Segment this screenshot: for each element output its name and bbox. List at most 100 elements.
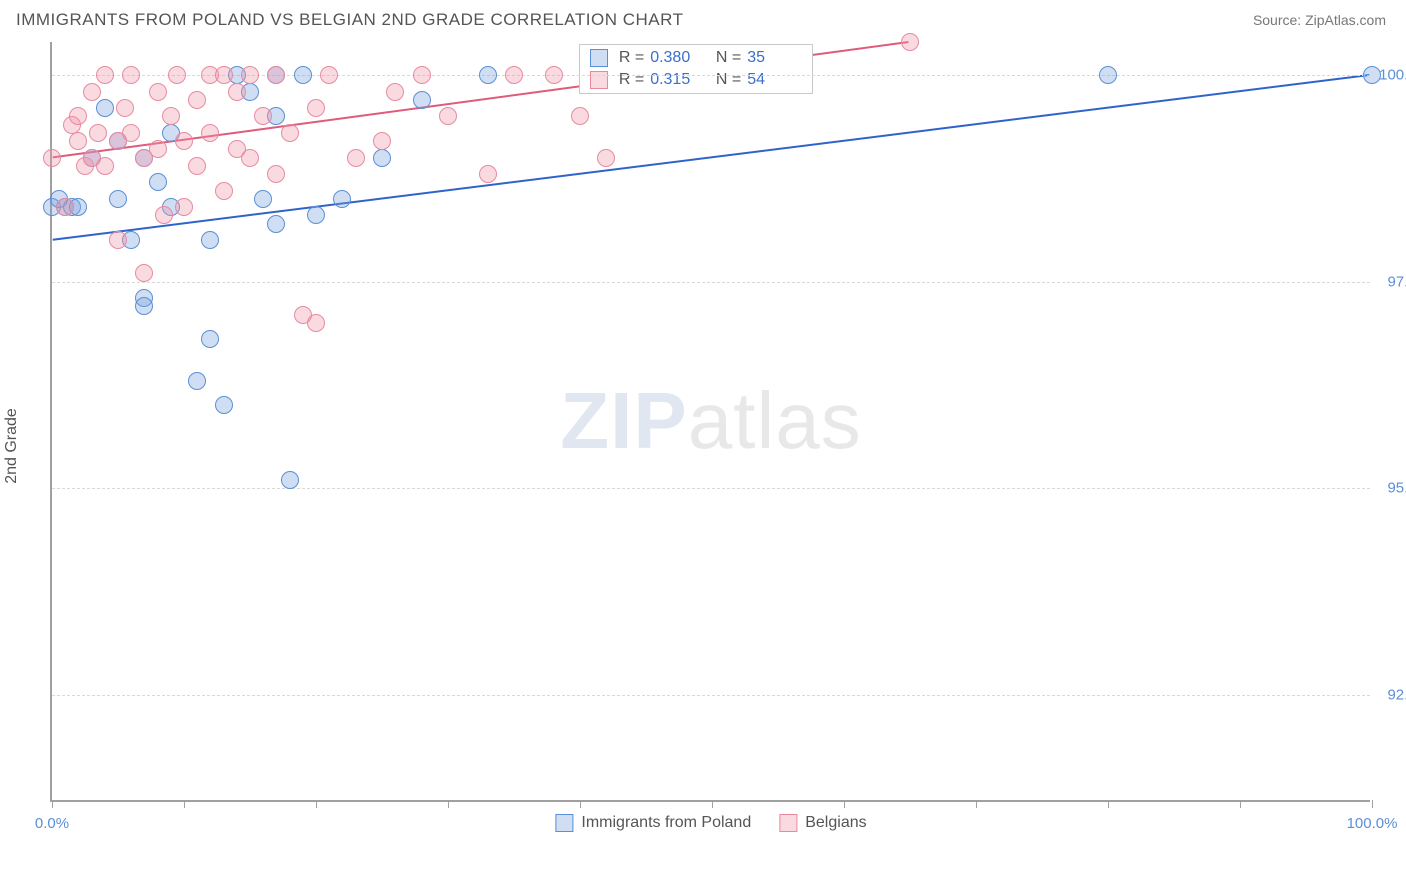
stat-n-value: 54 xyxy=(747,71,802,89)
data-point xyxy=(135,297,153,315)
stat-r-value: 0.315 xyxy=(650,71,705,89)
series-legend: Immigrants from Poland Belgians xyxy=(555,814,866,832)
xtick-label: 100.0% xyxy=(1347,815,1398,832)
xtick xyxy=(52,800,53,808)
stats-legend-row: R = 0.315 N = 54 xyxy=(580,69,812,91)
data-point xyxy=(241,66,259,84)
data-point xyxy=(215,66,233,84)
data-point xyxy=(188,157,206,175)
data-point xyxy=(56,198,74,216)
xtick xyxy=(1372,800,1373,808)
stats-legend: R =0.380N =35R =0.315N =54 xyxy=(579,44,813,94)
data-point xyxy=(307,99,325,117)
data-point xyxy=(333,190,351,208)
ytick-label: 97.5% xyxy=(1375,273,1406,290)
legend-label: Immigrants from Poland xyxy=(581,814,751,832)
data-point xyxy=(228,83,246,101)
data-point xyxy=(135,264,153,282)
data-point xyxy=(597,149,615,167)
legend-item: Immigrants from Poland xyxy=(555,814,751,832)
stat-n-label: N = xyxy=(711,71,741,89)
data-point xyxy=(149,83,167,101)
data-point xyxy=(96,99,114,117)
data-point xyxy=(188,372,206,390)
data-point xyxy=(254,190,272,208)
data-point xyxy=(122,124,140,142)
data-point xyxy=(215,182,233,200)
data-point xyxy=(96,157,114,175)
legend-item: Belgians xyxy=(779,814,866,832)
legend-swatch xyxy=(590,49,608,67)
gridline xyxy=(52,695,1370,696)
data-point xyxy=(89,124,107,142)
data-point xyxy=(175,198,193,216)
data-point xyxy=(281,124,299,142)
data-point xyxy=(162,107,180,125)
data-point xyxy=(215,396,233,414)
legend-swatch xyxy=(779,814,797,832)
ytick-label: 92.5% xyxy=(1375,686,1406,703)
data-point xyxy=(901,33,919,51)
gridline xyxy=(52,488,1370,489)
gridline xyxy=(52,282,1370,283)
stat-r-label: R = xyxy=(614,71,644,89)
stat-r-value: 0.380 xyxy=(650,49,705,67)
xtick-label: 0.0% xyxy=(35,815,69,832)
data-point xyxy=(109,231,127,249)
data-point xyxy=(267,215,285,233)
data-point xyxy=(149,173,167,191)
data-point xyxy=(1099,66,1117,84)
data-point xyxy=(69,132,87,150)
data-point xyxy=(96,66,114,84)
plot-area: ZIPatlas R =0.380N =35R =0.315N =54 Immi… xyxy=(50,42,1370,802)
data-point xyxy=(267,66,285,84)
chart-header: IMMIGRANTS FROM POLAND VS BELGIAN 2ND GR… xyxy=(0,0,1406,34)
data-point xyxy=(320,66,338,84)
data-point xyxy=(439,107,457,125)
data-point xyxy=(294,66,312,84)
legend-label: Belgians xyxy=(805,814,866,832)
xtick xyxy=(1240,800,1241,808)
data-point xyxy=(307,314,325,332)
data-point xyxy=(83,83,101,101)
y-axis-label: 2nd Grade xyxy=(3,408,21,484)
chart-title: IMMIGRANTS FROM POLAND VS BELGIAN 2ND GR… xyxy=(16,10,683,30)
data-point xyxy=(201,124,219,142)
data-point xyxy=(155,206,173,224)
data-point xyxy=(267,165,285,183)
legend-swatch xyxy=(590,71,608,89)
xtick xyxy=(844,800,845,808)
data-point xyxy=(347,149,365,167)
data-point xyxy=(122,66,140,84)
data-point xyxy=(373,149,391,167)
data-point xyxy=(281,471,299,489)
data-point xyxy=(175,132,193,150)
data-point xyxy=(116,99,134,117)
data-point xyxy=(201,231,219,249)
data-point xyxy=(201,330,219,348)
data-point xyxy=(149,140,167,158)
data-point xyxy=(241,149,259,167)
data-point xyxy=(505,66,523,84)
data-point xyxy=(386,83,404,101)
data-point xyxy=(545,66,563,84)
data-point xyxy=(1363,66,1381,84)
xtick xyxy=(976,800,977,808)
ytick-label: 95.0% xyxy=(1375,480,1406,497)
data-point xyxy=(254,107,272,125)
xtick xyxy=(1108,800,1109,808)
stat-n-label: N = xyxy=(711,49,741,67)
data-point xyxy=(413,91,431,109)
data-point xyxy=(571,107,589,125)
data-point xyxy=(69,107,87,125)
chart-source: Source: ZipAtlas.com xyxy=(1253,12,1386,28)
data-point xyxy=(168,66,186,84)
xtick xyxy=(448,800,449,808)
legend-swatch xyxy=(555,814,573,832)
data-point xyxy=(307,206,325,224)
data-point xyxy=(413,66,431,84)
data-point xyxy=(479,165,497,183)
xtick xyxy=(316,800,317,808)
stats-legend-row: R =0.380N =35 xyxy=(580,47,812,69)
xtick xyxy=(580,800,581,808)
